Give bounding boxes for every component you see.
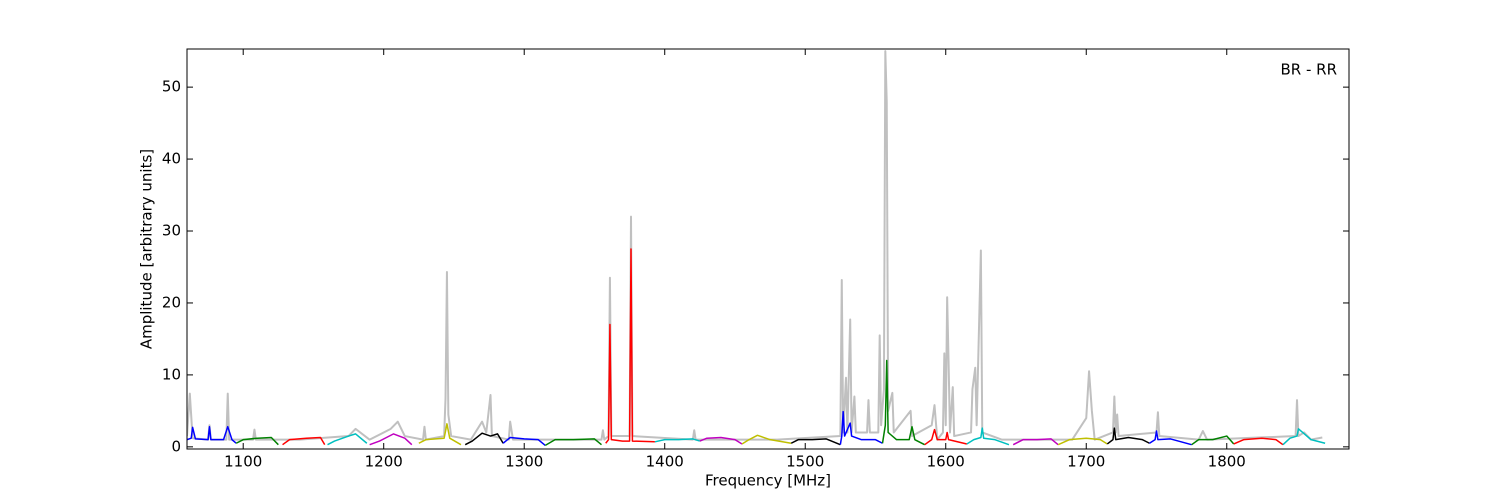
spectrum-line — [1012, 438, 1059, 446]
spectrum-line — [1282, 428, 1326, 446]
x-tick-label: 1200 — [365, 453, 403, 471]
spectrum-line — [464, 432, 504, 446]
y-tick-label: 40 — [162, 150, 181, 168]
spectrum-line — [418, 423, 462, 446]
spectrum-line — [1057, 437, 1108, 446]
spectrum-line — [1191, 435, 1235, 446]
spectrum-line — [235, 436, 279, 446]
y-tick-label: 20 — [162, 293, 181, 311]
x-tick-label: 1300 — [505, 453, 543, 471]
spectrum-line — [187, 50, 1323, 441]
spectrum-line — [1106, 427, 1150, 445]
spectrum-line — [924, 428, 967, 446]
x-tick-label: 1400 — [646, 453, 684, 471]
x-tick-label: 1800 — [1208, 453, 1246, 471]
y-tick-label: 30 — [162, 222, 181, 240]
spectrum-line — [1233, 437, 1284, 446]
spectrum-line — [187, 425, 237, 444]
spectrum-line — [282, 436, 326, 446]
spectrum-line — [741, 434, 792, 445]
x-axis-label: Frequency [MHz] — [705, 472, 831, 490]
spectrum-line — [369, 433, 413, 446]
spectrum-line — [1149, 430, 1192, 446]
annotation: BR - RR — [1280, 61, 1337, 79]
x-tick-label: 1600 — [927, 453, 965, 471]
spectrum-line — [327, 433, 368, 446]
plot-area — [187, 50, 1326, 447]
y-tick-label: 10 — [162, 365, 181, 383]
y-axis-label: Amplitude [arbitrary units] — [138, 149, 156, 349]
spectrum-line — [839, 410, 883, 445]
y-tick-label: 0 — [171, 437, 181, 455]
spectrum-line — [881, 359, 926, 446]
x-tick-label: 1700 — [1067, 453, 1105, 471]
x-tick-label: 1100 — [224, 453, 262, 471]
spectrum-line — [966, 427, 1010, 446]
spectrum-line — [605, 248, 655, 444]
axes-frame — [186, 48, 1350, 450]
spectrum-line — [502, 436, 546, 446]
y-tick-label: 50 — [162, 78, 181, 96]
spectrum-line — [790, 438, 841, 446]
spectrum-line — [654, 438, 701, 443]
spectrum-line — [544, 438, 602, 447]
x-tick-label: 1500 — [786, 453, 824, 471]
spectrum-line — [699, 436, 743, 445]
